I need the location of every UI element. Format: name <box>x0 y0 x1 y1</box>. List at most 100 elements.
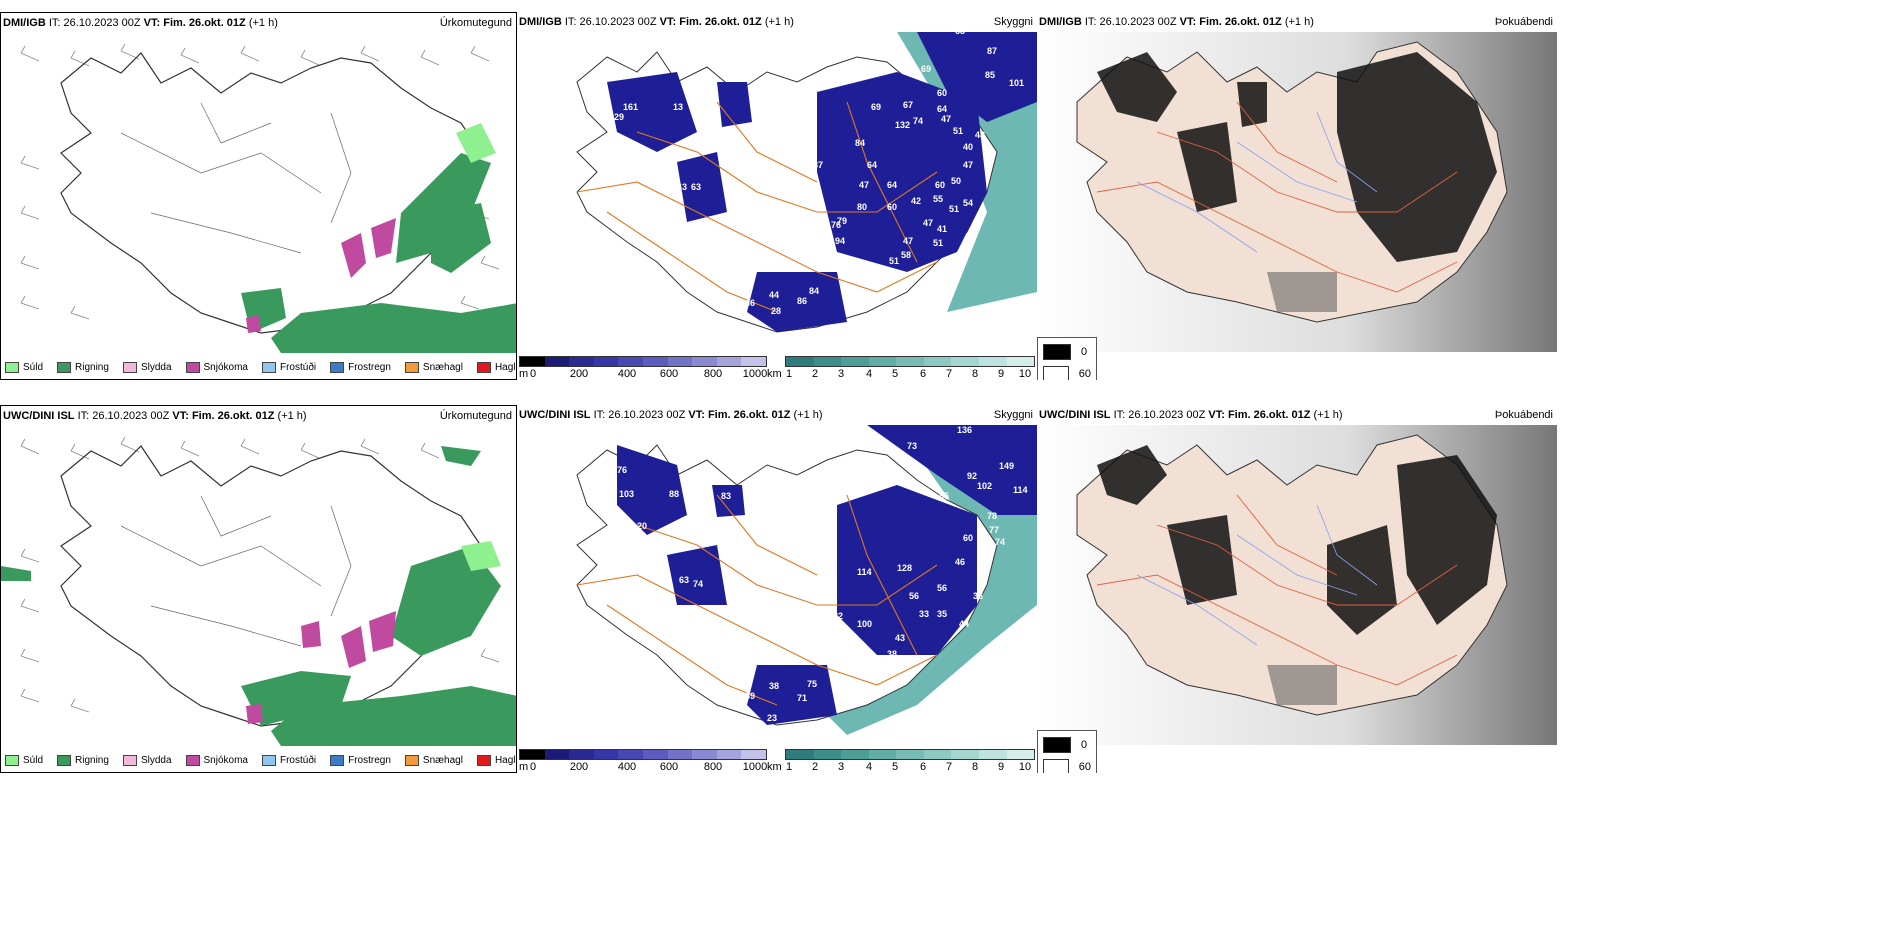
colorbar-cell <box>786 750 814 759</box>
iceland-map <box>20 43 516 353</box>
visibility-value: 42 <box>911 196 921 206</box>
legend-item: Súld <box>5 362 43 373</box>
visibility-panel-uwc: UWC/DINI ISL IT: 26.10.2023 00Z VT: Fim.… <box>517 405 1037 773</box>
visibility-value: 161 <box>623 102 638 112</box>
colorbar-tick: 1 <box>785 761 793 773</box>
colorbar-cell <box>569 357 594 366</box>
visibility-value: 43 <box>895 633 905 643</box>
legend-swatch <box>185 362 200 373</box>
visibility-value: 38 <box>769 681 779 691</box>
visibility-value: 13 <box>673 102 683 112</box>
legend-item: Slydda <box>122 755 172 766</box>
colorbar-tick: 7 <box>945 368 953 380</box>
visibility-value: 51 <box>949 204 959 214</box>
colorbar-cell <box>868 750 897 759</box>
visibility-value: 60 <box>887 202 897 212</box>
colorbar-cell <box>741 357 766 366</box>
visibility-value: 41 <box>937 224 947 234</box>
visibility-value: 88 <box>669 489 679 499</box>
legend-swatch <box>330 362 345 373</box>
iceland-map <box>1037 32 1557 352</box>
colorbar-tick: 6 <box>919 761 927 773</box>
visibility-value: 60 <box>963 533 973 543</box>
colorbar-cell <box>520 357 545 366</box>
colorbar-cell <box>978 750 1007 759</box>
legend-swatch <box>330 755 345 766</box>
visibility-value: 44 <box>769 290 779 300</box>
colorbar-tick: 4 <box>865 368 873 380</box>
colorbar-tick: 600 <box>659 761 679 773</box>
visibility-value: 51 <box>889 256 899 266</box>
legend-item: Snjókoma <box>185 362 248 373</box>
colorbar-unit: m <box>519 761 529 773</box>
legend-swatch <box>122 755 137 766</box>
fog-indicator-panel-dmi: DMI/IGB IT: 26.10.2023 00Z VT: Fim. 26.o… <box>1037 12 1557 380</box>
legend-item: 60 <box>1043 366 1091 380</box>
visibility-value: 97 <box>613 70 623 80</box>
visibility-value: 85 <box>939 491 949 501</box>
visibility-value: 69 <box>921 64 931 74</box>
legend-swatch <box>476 755 491 766</box>
visibility-value: 46 <box>745 298 755 308</box>
colorbar-cell <box>544 357 570 366</box>
visibility-value: 64 <box>937 104 947 114</box>
legend-item: Rigning <box>57 362 109 373</box>
legend-item: 0 <box>1043 737 1091 753</box>
colorbar-cell <box>692 357 717 366</box>
colorbar-tick: 9 <box>997 761 1005 773</box>
visibility-value: 33 <box>919 609 929 619</box>
panel-title: DMI/IGB IT: 26.10.2023 00Z VT: Fim. 26.o… <box>1039 16 1314 28</box>
visibility-value: 60 <box>937 88 947 98</box>
colorbar-tick: 400 <box>617 368 637 380</box>
colorbar-tick: 200 <box>569 368 589 380</box>
panel-title: DMI/IGB IT: 26.10.2023 00Z VT: Fim. 26.o… <box>3 17 278 29</box>
visibility-value: 129 <box>609 112 624 122</box>
legend-item: Haglél <box>476 362 516 373</box>
precip-type-legend: Súld Rigning Slydda Snjókoma Frostúði Fr… <box>5 362 516 373</box>
legend-item: Frostúði <box>261 755 316 766</box>
legend-swatch <box>1043 366 1069 380</box>
visibility-value: 74 <box>693 579 703 589</box>
visibility-value: 181 <box>857 427 872 437</box>
parameter-name: Þokuábendi <box>1494 16 1553 28</box>
visibility-value: 23 <box>767 713 777 723</box>
legend-swatch <box>57 362 72 373</box>
colorbar-tick: 0 <box>529 368 537 380</box>
visibility-value: 46 <box>955 557 965 567</box>
visibility-value: 51 <box>953 126 963 136</box>
visibility-value: 54 <box>963 198 973 208</box>
visibility-value: 92 <box>967 471 977 481</box>
colorbar-tick: 4 <box>865 761 873 773</box>
legend-item: Súld <box>5 755 43 766</box>
visibility-value: 77 <box>989 525 999 535</box>
legend-item: Haglél <box>476 755 516 766</box>
parameter-name: Úrkomutegund <box>439 410 512 422</box>
colorbar-cell <box>813 750 842 759</box>
visibility-value: 35 <box>937 609 947 619</box>
fog-indicator-panel-uwc: UWC/DINI ISL IT: 26.10.2023 00Z VT: Fim.… <box>1037 405 1557 773</box>
visibility-panel-dmi: DMI/IGB IT: 26.10.2023 00Z VT: Fim. 26.o… <box>517 12 1037 380</box>
visibility-value: 63 <box>679 575 689 585</box>
visibility-value: 87 <box>813 160 823 170</box>
colorbar-cell <box>692 750 717 759</box>
colorbar-tick: 7 <box>945 761 953 773</box>
visibility-value: 73 <box>907 441 917 451</box>
colorbar-tick: 8 <box>971 368 979 380</box>
legend-item: Frostúði <box>261 362 316 373</box>
visibility-value: 85 <box>985 70 995 80</box>
colorbar-cell <box>593 750 619 759</box>
visibility-value: 75 <box>807 679 817 689</box>
colorbar-cell <box>716 750 742 759</box>
colorbar-cell <box>786 357 814 366</box>
visibility-value: 63 <box>691 182 701 192</box>
visibility-value: 84 <box>809 286 819 296</box>
visibility-value: 76 <box>831 220 841 230</box>
visibility-value: 82 <box>833 611 843 621</box>
visibility-value: 132 <box>895 120 910 130</box>
visibility-value: 28 <box>869 663 879 673</box>
colorbar-cell <box>896 357 924 366</box>
legend-item: 0 <box>1043 344 1091 360</box>
visibility-value: 94 <box>835 236 845 246</box>
visibility-value: 27 <box>887 49 897 59</box>
visibility-value: 84 <box>855 138 865 148</box>
